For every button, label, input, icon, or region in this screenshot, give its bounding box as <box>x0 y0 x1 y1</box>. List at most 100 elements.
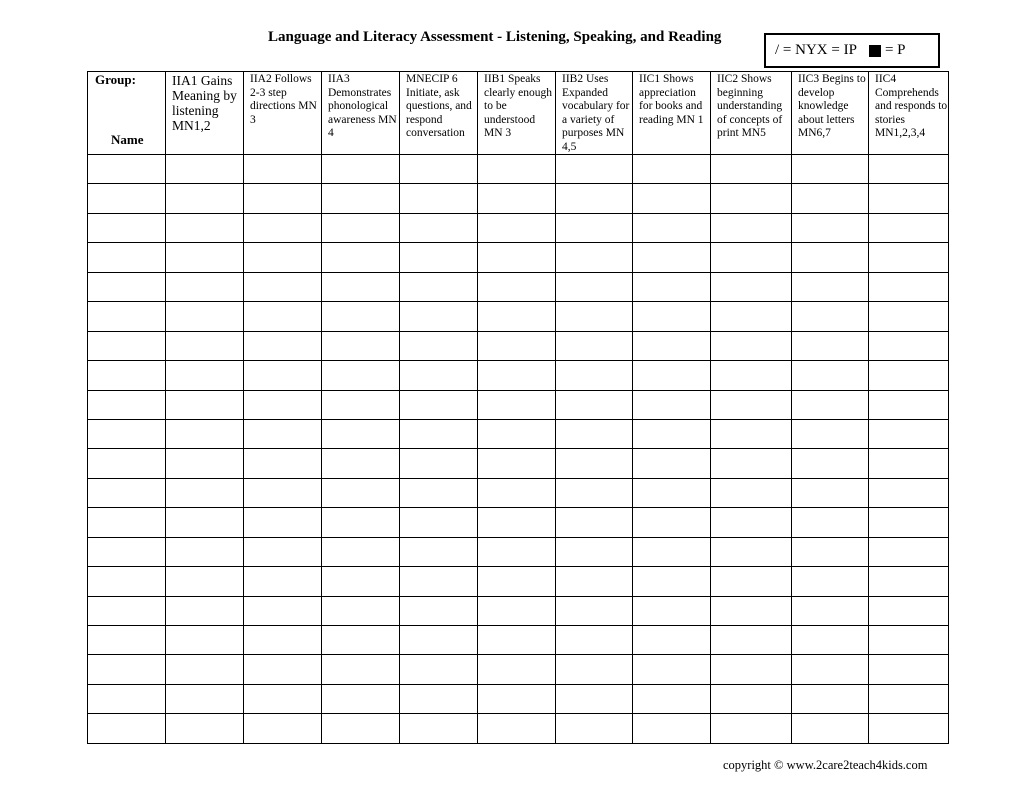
assessment-cell[interactable] <box>399 507 478 538</box>
assessment-cell[interactable] <box>710 683 792 715</box>
assessment-cell[interactable] <box>165 418 244 450</box>
assessment-cell[interactable] <box>321 448 400 479</box>
name-cell[interactable] <box>87 654 166 685</box>
assessment-cell[interactable] <box>243 271 322 303</box>
assessment-cell[interactable] <box>555 566 633 597</box>
assessment-cell[interactable] <box>632 477 711 509</box>
name-cell[interactable] <box>87 624 166 656</box>
assessment-cell[interactable] <box>710 360 792 391</box>
assessment-cell[interactable] <box>243 183 322 214</box>
assessment-cell[interactable] <box>165 624 244 656</box>
assessment-cell[interactable] <box>868 271 949 303</box>
assessment-cell[interactable] <box>868 242 949 273</box>
assessment-cell[interactable] <box>321 242 400 273</box>
assessment-cell[interactable] <box>868 389 949 420</box>
assessment-cell[interactable] <box>555 301 633 332</box>
assessment-cell[interactable] <box>243 683 322 715</box>
assessment-cell[interactable] <box>165 566 244 597</box>
assessment-cell[interactable] <box>399 183 478 214</box>
name-cell[interactable] <box>87 683 166 715</box>
assessment-cell[interactable] <box>710 301 792 332</box>
assessment-cell[interactable] <box>710 330 792 362</box>
assessment-cell[interactable] <box>477 536 556 568</box>
assessment-cell[interactable] <box>868 477 949 509</box>
assessment-cell[interactable] <box>399 477 478 509</box>
assessment-cell[interactable] <box>791 242 869 273</box>
assessment-cell[interactable] <box>555 330 633 362</box>
assessment-cell[interactable] <box>477 330 556 362</box>
assessment-cell[interactable] <box>632 683 711 715</box>
assessment-cell[interactable] <box>791 654 869 685</box>
assessment-cell[interactable] <box>165 153 244 185</box>
assessment-cell[interactable] <box>868 212 949 244</box>
assessment-cell[interactable] <box>791 595 869 627</box>
assessment-cell[interactable] <box>477 301 556 332</box>
assessment-cell[interactable] <box>165 595 244 627</box>
assessment-cell[interactable] <box>243 477 322 509</box>
name-cell[interactable] <box>87 330 166 362</box>
assessment-cell[interactable] <box>555 448 633 479</box>
assessment-cell[interactable] <box>791 536 869 568</box>
assessment-cell[interactable] <box>243 713 322 744</box>
assessment-cell[interactable] <box>399 566 478 597</box>
name-cell[interactable] <box>87 536 166 568</box>
assessment-cell[interactable] <box>243 595 322 627</box>
assessment-cell[interactable] <box>321 360 400 391</box>
assessment-cell[interactable] <box>321 212 400 244</box>
assessment-cell[interactable] <box>243 242 322 273</box>
name-cell[interactable] <box>87 153 166 185</box>
assessment-cell[interactable] <box>555 212 633 244</box>
name-cell[interactable] <box>87 389 166 420</box>
assessment-cell[interactable] <box>477 242 556 273</box>
name-cell[interactable] <box>87 566 166 597</box>
assessment-cell[interactable] <box>399 713 478 744</box>
assessment-cell[interactable] <box>710 448 792 479</box>
name-cell[interactable] <box>87 595 166 627</box>
assessment-cell[interactable] <box>791 301 869 332</box>
assessment-cell[interactable] <box>243 566 322 597</box>
assessment-cell[interactable] <box>399 153 478 185</box>
assessment-cell[interactable] <box>555 536 633 568</box>
assessment-cell[interactable] <box>399 389 478 420</box>
assessment-cell[interactable] <box>555 271 633 303</box>
assessment-cell[interactable] <box>555 153 633 185</box>
assessment-cell[interactable] <box>477 566 556 597</box>
assessment-cell[interactable] <box>791 418 869 450</box>
assessment-cell[interactable] <box>791 566 869 597</box>
assessment-cell[interactable] <box>710 624 792 656</box>
assessment-cell[interactable] <box>399 301 478 332</box>
assessment-cell[interactable] <box>710 242 792 273</box>
assessment-cell[interactable] <box>477 389 556 420</box>
assessment-cell[interactable] <box>710 389 792 420</box>
name-cell[interactable] <box>87 477 166 509</box>
assessment-cell[interactable] <box>477 683 556 715</box>
assessment-cell[interactable] <box>165 360 244 391</box>
name-cell[interactable] <box>87 418 166 450</box>
assessment-cell[interactable] <box>868 418 949 450</box>
assessment-cell[interactable] <box>555 624 633 656</box>
assessment-cell[interactable] <box>399 624 478 656</box>
assessment-cell[interactable] <box>477 271 556 303</box>
assessment-cell[interactable] <box>791 713 869 744</box>
assessment-cell[interactable] <box>632 654 711 685</box>
assessment-cell[interactable] <box>321 153 400 185</box>
assessment-cell[interactable] <box>243 624 322 656</box>
assessment-cell[interactable] <box>791 330 869 362</box>
assessment-cell[interactable] <box>710 153 792 185</box>
name-cell[interactable] <box>87 183 166 214</box>
assessment-cell[interactable] <box>868 507 949 538</box>
assessment-cell[interactable] <box>868 153 949 185</box>
assessment-cell[interactable] <box>710 212 792 244</box>
assessment-cell[interactable] <box>321 566 400 597</box>
name-cell[interactable] <box>87 301 166 332</box>
assessment-cell[interactable] <box>555 507 633 538</box>
assessment-cell[interactable] <box>710 536 792 568</box>
assessment-cell[interactable] <box>399 448 478 479</box>
assessment-cell[interactable] <box>477 507 556 538</box>
assessment-cell[interactable] <box>710 654 792 685</box>
name-cell[interactable] <box>87 713 166 744</box>
assessment-cell[interactable] <box>165 507 244 538</box>
assessment-cell[interactable] <box>477 713 556 744</box>
assessment-cell[interactable] <box>710 418 792 450</box>
assessment-cell[interactable] <box>321 595 400 627</box>
